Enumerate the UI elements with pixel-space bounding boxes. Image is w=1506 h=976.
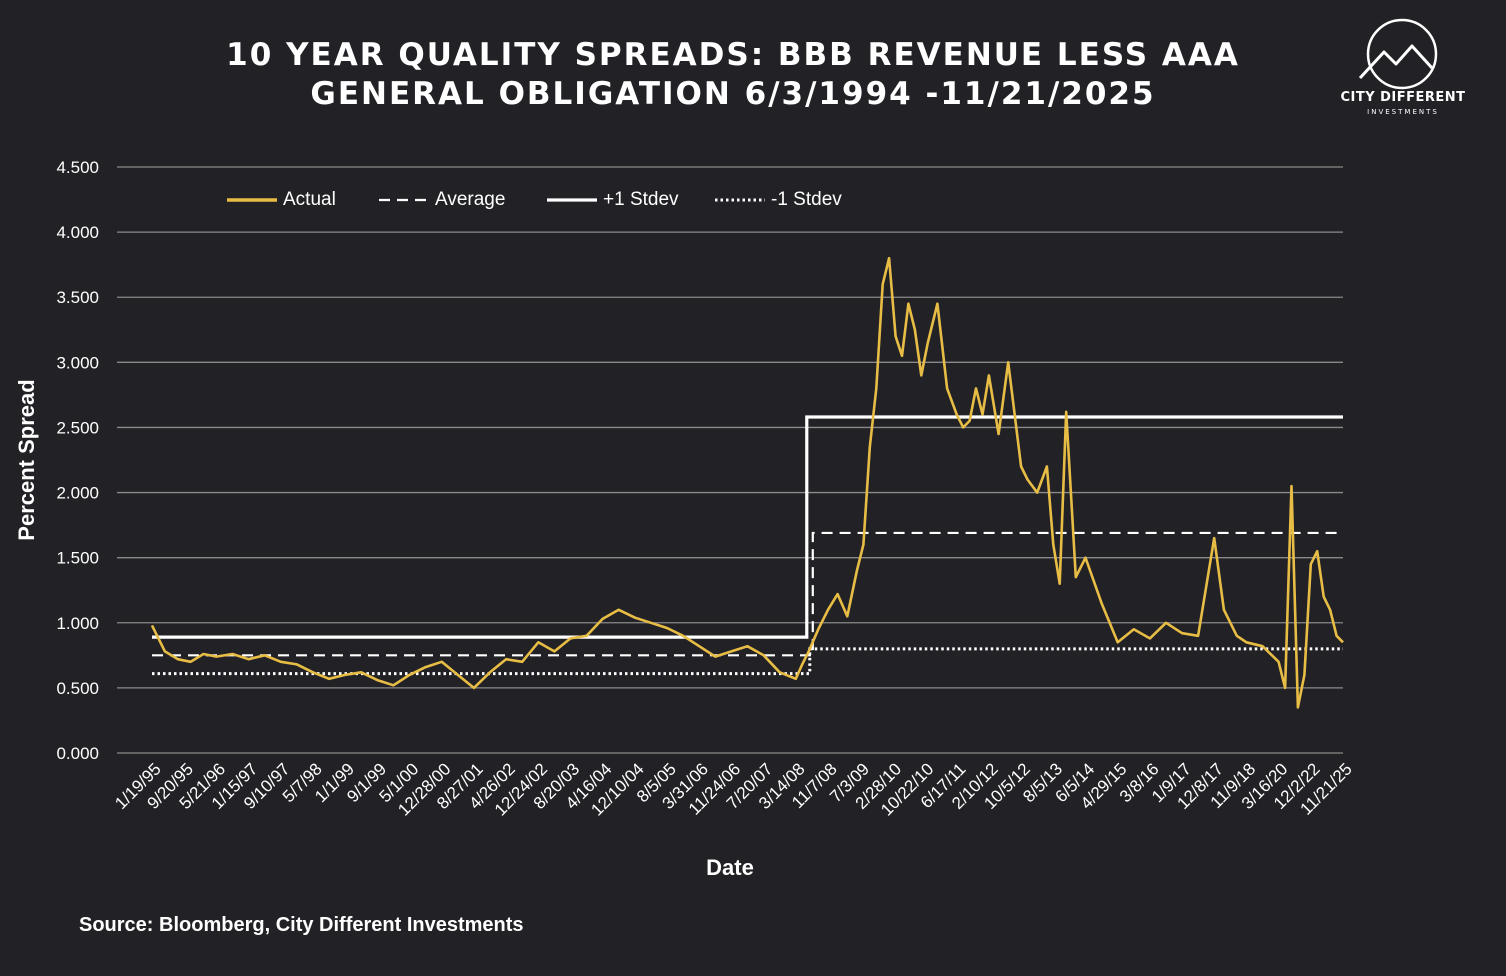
- y-axis-ticks: 0.000 0.500 1.000 1.500 2.000 2.500 3.000 3.500…: [56, 158, 99, 763]
- legend-label: Actual: [283, 189, 336, 210]
- reference-line--1-stdev: [152, 415, 1343, 639]
- legend-label: +1 Stdev: [603, 189, 679, 210]
- y-tick-label: 4.500: [56, 158, 99, 177]
- y-tick-label: 3.500: [56, 288, 99, 307]
- y-tick-label: 1.500: [56, 549, 99, 568]
- brand-name: CITY DIFFERENT: [1340, 90, 1466, 105]
- gridlines: [117, 166, 1343, 754]
- chart-title: 10 YEAR QUALITY SPREADS: BBB REVENUE LES…: [226, 37, 1240, 112]
- legend-label: -1 Stdev: [771, 189, 842, 210]
- reference-line--1-stdev: [152, 647, 1343, 676]
- y-tick-label: 2.000: [56, 484, 99, 503]
- y-tick-label: 3.000: [56, 353, 99, 372]
- x-axis-ticks: 1/19/959/20/955/21/961/15/979/10/975/7/9…: [111, 759, 1356, 819]
- legend: Actual Average +1 Stdev -1 Stdev: [227, 189, 842, 210]
- reference-line-average: [152, 531, 1343, 657]
- actual-series: [150, 256, 1344, 709]
- reference-lines: [152, 415, 1343, 676]
- y-tick-label: 0.500: [56, 679, 99, 698]
- x-axis-title: Date: [706, 855, 754, 880]
- y-tick-label: 4.000: [56, 223, 99, 242]
- brand-subtitle: INVESTMENTS: [1367, 108, 1439, 116]
- actual-line: [150, 256, 1344, 709]
- y-tick-label: 1.000: [56, 614, 99, 633]
- legend-label: Average: [435, 189, 505, 210]
- mountain-logo-icon: [1358, 18, 1438, 90]
- y-tick-label: 2.500: [56, 418, 99, 437]
- y-axis-title: Percent Spread: [14, 379, 39, 540]
- y-tick-label: 0.000: [56, 744, 99, 763]
- source-note: Source: Bloomberg, City Different Invest…: [79, 914, 524, 936]
